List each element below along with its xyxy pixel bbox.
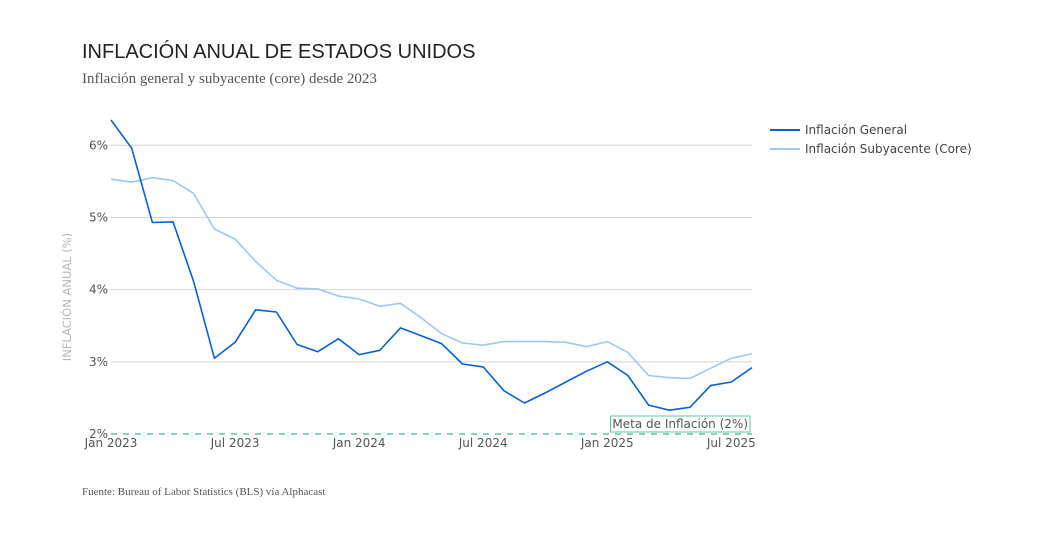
- x-tick-label: Jul 2023: [210, 436, 260, 450]
- y-tick-label: 4%: [89, 283, 108, 297]
- x-tick-label: Jul 2025: [706, 436, 756, 450]
- x-tick-label: Jul 2024: [458, 436, 508, 450]
- y-axis: 2% 3% 4% 5% 6%: [89, 138, 108, 441]
- y-tick-label: 5%: [89, 210, 108, 224]
- legend: Inflación General Inflación Subyacente (C…: [770, 123, 972, 156]
- y-tick-label: 2%: [89, 427, 108, 441]
- grid: [111, 144, 752, 363]
- chart-title: INFLACIÓN ANUAL DE ESTADOS UNIDOS: [82, 40, 475, 63]
- x-tick-label: Jan 2025: [580, 436, 634, 450]
- y-axis-label: INFLACIÓN ANUAL (%): [59, 233, 74, 361]
- legend-label: Inflación Subyacente (Core): [805, 142, 972, 156]
- reference-label-box: [609, 415, 751, 433]
- reference-line-group: Meta de Inflación (2%): [111, 415, 752, 435]
- legend-label: Inflación General: [805, 123, 907, 137]
- x-tick-label: Jan 2023: [84, 436, 138, 450]
- series-line-core: [110, 176, 753, 380]
- x-tick-label: Jan 2024: [332, 436, 386, 450]
- y-tick-label: 6%: [89, 138, 108, 152]
- reference-label: Meta de Inflación (2%): [612, 417, 748, 431]
- series-line-general: [110, 119, 753, 412]
- chart-subtitle: Inflación general y subyacente (core) de…: [82, 71, 377, 87]
- series-group: [110, 119, 753, 412]
- y-tick-label: 3%: [89, 355, 108, 369]
- source-note: Fuente: Bureau of Labor Statistics (BLS)…: [82, 486, 325, 498]
- x-axis: Jan 2023 Jul 2023 Jan 2024 Jul 2024 Jan 2025…: [84, 436, 756, 450]
